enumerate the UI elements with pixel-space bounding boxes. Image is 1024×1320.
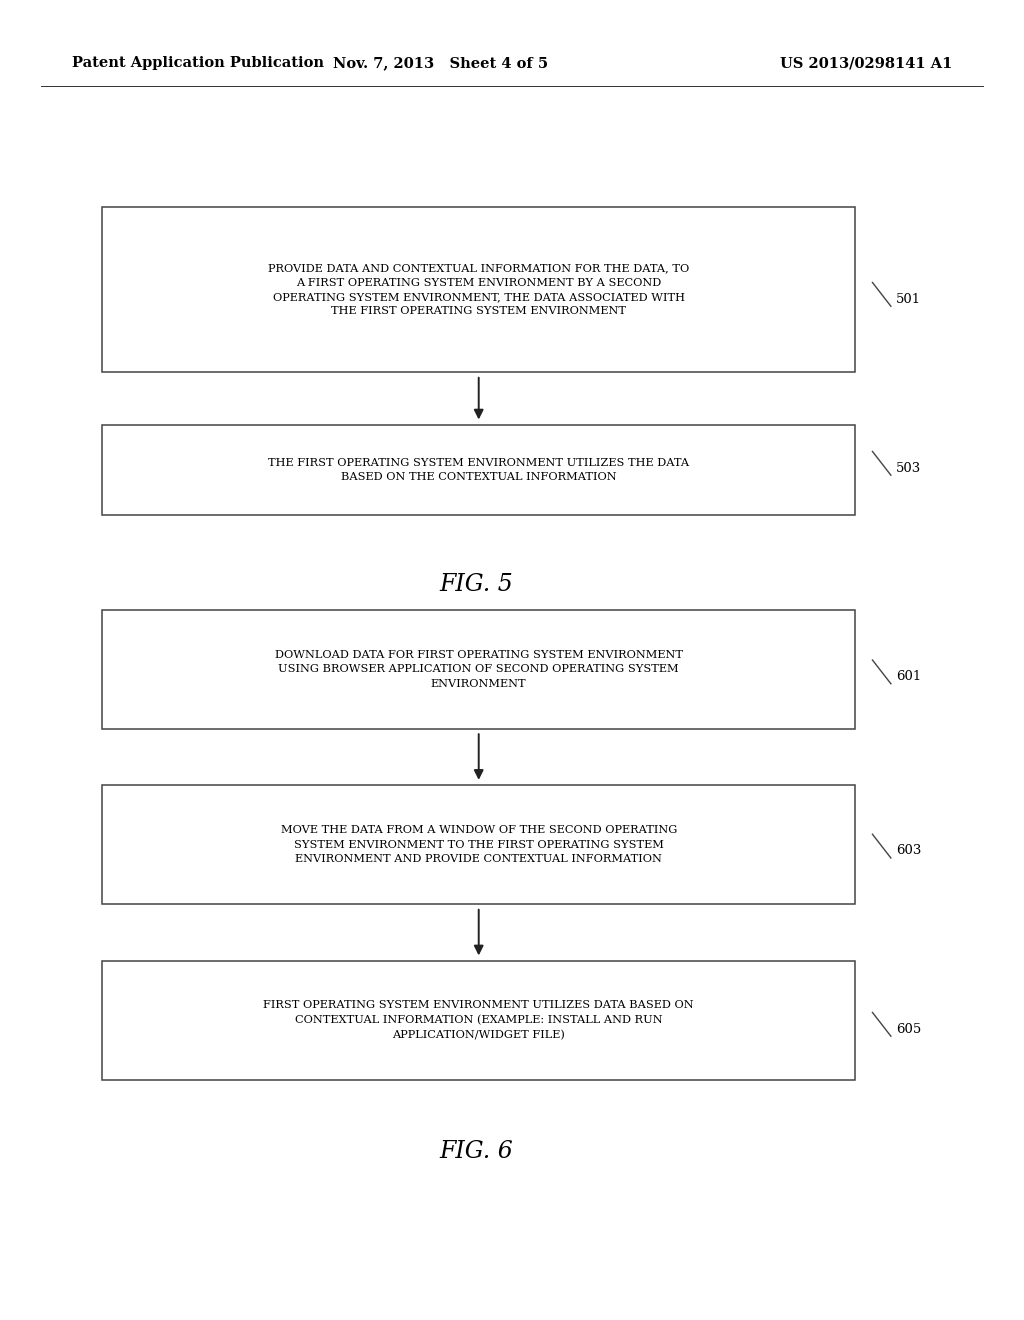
Text: FIG. 5: FIG. 5 xyxy=(439,573,513,597)
Text: 605: 605 xyxy=(896,1023,922,1036)
FancyBboxPatch shape xyxy=(102,961,855,1080)
Text: US 2013/0298141 A1: US 2013/0298141 A1 xyxy=(780,57,952,70)
Text: FIRST OPERATING SYSTEM ENVIRONMENT UTILIZES DATA BASED ON
CONTEXTUAL INFORMATION: FIRST OPERATING SYSTEM ENVIRONMENT UTILI… xyxy=(263,1001,694,1040)
FancyBboxPatch shape xyxy=(102,785,855,904)
Text: 503: 503 xyxy=(896,462,922,475)
Text: 601: 601 xyxy=(896,671,922,684)
Text: THE FIRST OPERATING SYSTEM ENVIRONMENT UTILIZES THE DATA
BASED ON THE CONTEXTUAL: THE FIRST OPERATING SYSTEM ENVIRONMENT U… xyxy=(268,458,689,482)
Text: DOWNLOAD DATA FOR FIRST OPERATING SYSTEM ENVIRONMENT
USING BROWSER APPLICATION O: DOWNLOAD DATA FOR FIRST OPERATING SYSTEM… xyxy=(274,649,683,689)
Text: Patent Application Publication: Patent Application Publication xyxy=(72,57,324,70)
Text: Nov. 7, 2013   Sheet 4 of 5: Nov. 7, 2013 Sheet 4 of 5 xyxy=(333,57,548,70)
Text: 501: 501 xyxy=(896,293,922,306)
Text: MOVE THE DATA FROM A WINDOW OF THE SECOND OPERATING
SYSTEM ENVIRONMENT TO THE FI: MOVE THE DATA FROM A WINDOW OF THE SECON… xyxy=(281,825,677,865)
Text: FIG. 6: FIG. 6 xyxy=(439,1139,513,1163)
FancyBboxPatch shape xyxy=(102,610,855,729)
FancyBboxPatch shape xyxy=(102,425,855,515)
Text: PROVIDE DATA AND CONTEXTUAL INFORMATION FOR THE DATA, TO
A FIRST OPERATING SYSTE: PROVIDE DATA AND CONTEXTUAL INFORMATION … xyxy=(268,263,689,317)
Text: 603: 603 xyxy=(896,845,922,858)
FancyBboxPatch shape xyxy=(102,207,855,372)
